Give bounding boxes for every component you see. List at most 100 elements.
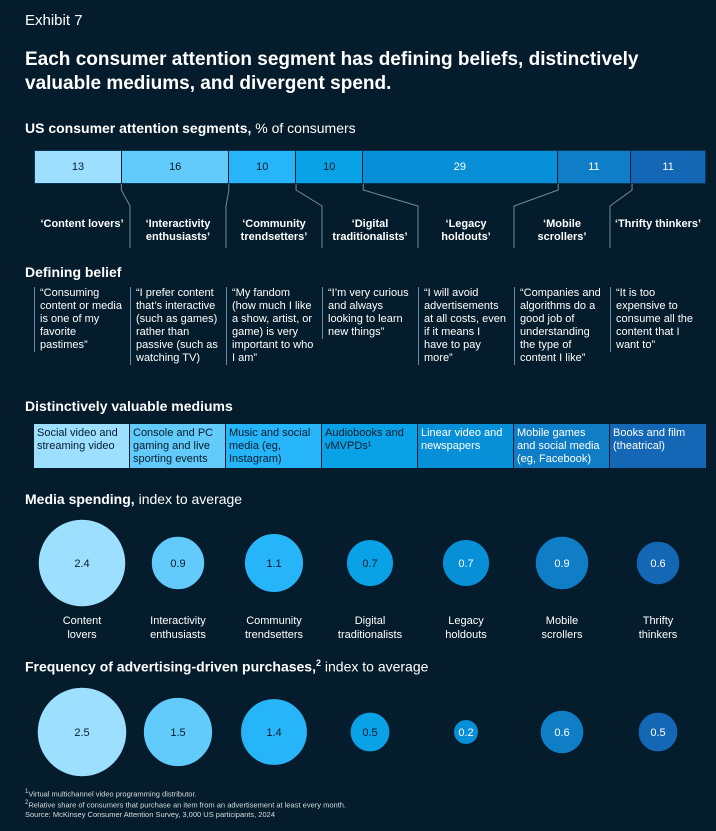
mediums-heading: Distinctively valuable mediums [25,398,233,414]
frequency-heading-sup: 2 [315,658,321,668]
segment-name: ‘Mobile scrollers’ [537,218,587,243]
segment-name: ‘Digital traditionalists’ [332,218,408,243]
bubble [239,697,309,767]
segments-heading-rest: % of consumers [251,120,356,136]
valuable-medium: Social video and streaming video [34,424,130,468]
defining-belief: “Consuming content or media is one of my… [34,287,122,352]
segment-connector-line [120,184,131,248]
footnote-1-marker: 1 [25,789,29,795]
bubble [637,711,679,753]
chart-title: Each consumer attention segment has defi… [25,49,639,94]
bubble-category-label: trendsetters [245,629,304,641]
bubble [534,535,590,591]
bubble [349,711,391,753]
footnote-2-text: Relative share of consumers that purchas… [28,800,346,810]
defining-belief: “I’m very curious and always looking to … [322,287,410,339]
segments-heading: US consumer attention segments, % of con… [25,120,356,136]
bubble-category-label: scrollers [542,629,583,641]
bubble-category-label: holdouts [445,629,487,641]
bubble-category-label: Thrifty [643,615,674,627]
bubble-value-label: 0.7 [458,558,473,570]
valuable-medium: Linear video and newspapers [418,424,514,468]
defining-belief: “I will avoid advertisements at all cost… [418,287,506,365]
segment-name: ‘Legacy holdouts’ [441,218,491,243]
bubble-category-label: Interactivity [150,615,206,627]
bubble-category-label: enthusiasts [150,629,206,641]
segment-name: ‘Interactivity enthusiasts’ [145,218,211,243]
bubble-category-label: Content [63,615,102,627]
bubble [452,718,480,746]
segment-connector-line [609,184,633,248]
bubble-value-label: 2.4 [74,558,89,570]
belief-heading: Defining belief [25,264,122,280]
footnotes: 1Virtual multichannel video programming … [25,788,346,820]
bubble-value-label: 2.5 [74,727,89,739]
defining-belief: “Companies and algorithms do a good job … [514,287,602,365]
valuable-medium: Audiobooks and vMVPDs¹ [322,424,418,468]
bubble-category-label: Legacy [448,615,484,627]
bubble-value-label: 0.9 [170,558,185,570]
bubble-value-label: 0.9 [554,558,569,570]
bubble-value-label: 1.4 [266,727,281,739]
bubble [243,532,305,594]
bubble [441,538,491,588]
bubble [150,535,206,591]
footnote-1-text: Virtual multichannel video programming d… [28,789,197,799]
segment-share-bar-5: 29 [363,151,558,183]
segment-share-bar-2: 16 [122,151,230,183]
segment-share-bar-3: 10 [229,151,297,183]
mediums-row: Social video and streaming video Console … [34,424,706,468]
valuable-medium: Music and social media (eg, Instagram) [226,424,322,468]
bubble-category-label: Community [246,615,302,627]
segment-share-bar-4: 10 [296,151,364,183]
frequency-heading-bold: Frequency of advertising-driven purchase… [25,658,316,675]
bubble-value-label: 0.6 [650,558,665,570]
bubble [142,696,214,768]
spending-heading-rest: index to average [134,491,243,507]
segment-connector-line [225,184,230,248]
segment-connector-line [362,184,419,248]
exhibit-label: Exhibit 7 [25,12,83,29]
segment-name: ‘Community trendsetters’ [240,218,308,243]
segment-name: ‘Thrifty thinkers’ [614,218,702,230]
bubble-value-label: 1.1 [266,558,281,570]
bubble [36,686,128,778]
segment-share-bar: 13 16 10 10 29 11 11 [34,150,706,184]
footnote-2: 2Relative share of consumers that purcha… [25,799,346,810]
segment-share-bar-7: 11 [631,151,705,183]
bubble-value-label: 0.2 [458,727,473,739]
segments-heading-bold: US consumer attention segments, [25,120,252,136]
bubble [635,540,681,586]
footnote-2-marker: 2 [25,800,29,806]
bubble-value-label: 0.5 [650,727,665,739]
valuable-medium: Console and PC gaming and live sporting … [130,424,226,468]
frequency-heading: Frequency of advertising-driven purchase… [25,658,428,675]
segment-name: ‘Content lovers’ [40,218,124,230]
bubble-category-label: Mobile [546,615,578,627]
media-spending-bubbles: 2.4 Content lovers 0.9 Interactivity enthusia… [37,518,681,641]
bubble-value-label: 1.5 [170,727,185,739]
bubble-category-label: traditionalists [338,629,403,641]
frequency-heading-rest: index to average [321,658,429,675]
bubble [37,518,127,608]
bubble [345,538,395,588]
bubble-value-label: 0.5 [362,727,377,739]
valuable-medium: Books and film (theatrical) [610,424,706,468]
segment-connector-line [295,184,323,248]
spending-heading: Media spending, index to average [25,491,242,507]
bubble-category-label: Digital [355,615,386,627]
valuable-medium: Mobile games and social media (eg, Faceb… [514,424,610,468]
source-note: Source: McKinsey Consumer Attention Surv… [25,810,275,819]
ad-purchase-frequency-bubbles: 2.5 1.5 1.4 0.5 0.2 0.6 0.5 [36,686,679,778]
defining-belief: “I prefer content that’s interactive (su… [130,287,218,365]
segment-share-bar-1: 13 [35,151,123,183]
spending-heading-bold: Media spending, [25,491,135,507]
bubble-value-label: 0.6 [554,727,569,739]
bubble-category-label: thinkers [639,629,678,641]
defining-belief: “It is too expensive to consume all the … [610,287,698,352]
bubble-category-label: lovers [67,629,97,641]
segment-share-bar-6: 11 [557,151,632,183]
segment-connector-line [513,184,559,248]
footnote-1: 1Virtual multichannel video programming … [25,788,346,799]
